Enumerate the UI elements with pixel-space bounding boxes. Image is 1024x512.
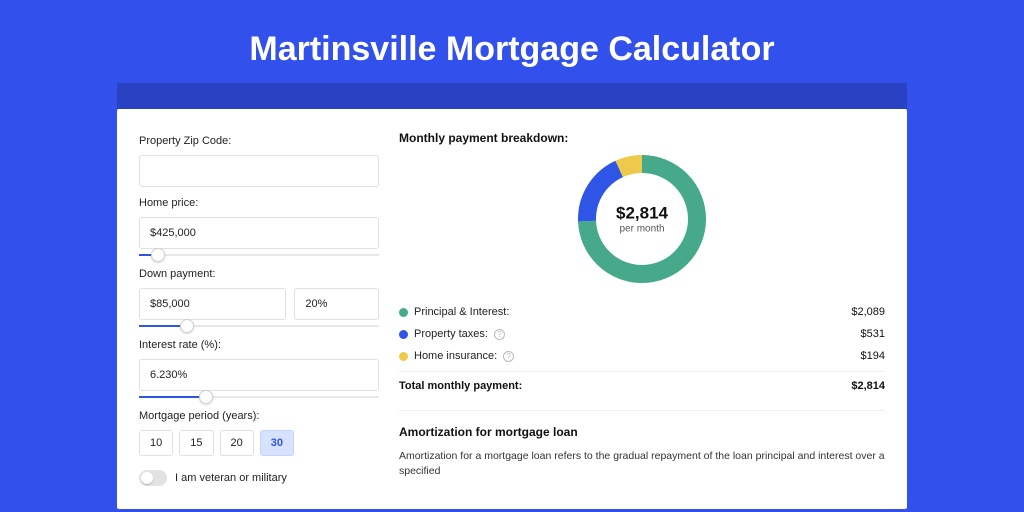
legend-row: Property taxes:? $531 bbox=[399, 323, 885, 345]
mortgage-period-10[interactable]: 10 bbox=[139, 430, 173, 456]
mortgage-period-label: Mortgage period (years): bbox=[139, 410, 379, 422]
home-price-label: Home price: bbox=[139, 197, 379, 209]
interest-rate-label: Interest rate (%): bbox=[139, 339, 379, 351]
info-icon[interactable]: ? bbox=[503, 351, 514, 362]
legend-row: Principal & Interest: $2,089 bbox=[399, 301, 885, 323]
mortgage-period-20[interactable]: 20 bbox=[220, 430, 254, 456]
legend-label: Property taxes: bbox=[414, 328, 488, 340]
legend-label: Principal & Interest: bbox=[414, 306, 509, 318]
home-price-input[interactable] bbox=[139, 217, 379, 249]
legend-dot bbox=[399, 308, 408, 317]
legend-dot bbox=[399, 330, 408, 339]
legend-value: $531 bbox=[861, 328, 885, 340]
donut-sub: per month bbox=[616, 224, 668, 235]
header-bar bbox=[117, 83, 907, 109]
form-panel: Property Zip Code: Home price: Down paym… bbox=[139, 131, 379, 509]
amortization-body: Amortization for a mortgage loan refers … bbox=[399, 449, 885, 478]
breakdown-panel: Monthly payment breakdown: $2,814 per mo… bbox=[399, 131, 885, 509]
donut-chart: $2,814 per month bbox=[578, 155, 706, 283]
legend-value: $194 bbox=[861, 350, 885, 362]
amortization-section: Amortization for mortgage loan Amortizat… bbox=[399, 410, 885, 478]
donut-wrap: $2,814 per month bbox=[399, 155, 885, 283]
veteran-label: I am veteran or military bbox=[175, 472, 287, 484]
down-payment-label: Down payment: bbox=[139, 268, 379, 280]
info-icon[interactable]: ? bbox=[494, 329, 505, 340]
legend: Principal & Interest: $2,089 Property taxe… bbox=[399, 301, 885, 367]
down-payment-amount-input[interactable] bbox=[139, 288, 286, 320]
interest-rate-input[interactable] bbox=[139, 359, 379, 391]
total-row: Total monthly payment: $2,814 bbox=[399, 371, 885, 400]
total-label: Total monthly payment: bbox=[399, 380, 522, 392]
page-root: Martinsville Mortgage Calculator Propert… bbox=[0, 0, 1024, 512]
veteran-row: I am veteran or military bbox=[139, 470, 379, 486]
mortgage-period-15[interactable]: 15 bbox=[179, 430, 213, 456]
breakdown-title: Monthly payment breakdown: bbox=[399, 131, 885, 145]
veteran-toggle[interactable] bbox=[139, 470, 167, 486]
amortization-title: Amortization for mortgage loan bbox=[399, 425, 885, 439]
page-title: Martinsville Mortgage Calculator bbox=[0, 0, 1024, 83]
home-price-slider[interactable] bbox=[139, 248, 379, 262]
mortgage-period-options: 1015 2030 bbox=[139, 430, 379, 456]
legend-dot bbox=[399, 352, 408, 361]
legend-value: $2,089 bbox=[851, 306, 885, 318]
donut-amount: $2,814 bbox=[616, 204, 668, 224]
zip-input[interactable] bbox=[139, 155, 379, 187]
down-payment-percent-input[interactable] bbox=[294, 288, 379, 320]
legend-label: Home insurance: bbox=[414, 350, 497, 362]
total-value: $2,814 bbox=[851, 380, 885, 392]
calculator-card: Property Zip Code: Home price: Down paym… bbox=[117, 109, 907, 509]
mortgage-period-30[interactable]: 30 bbox=[260, 430, 294, 456]
down-payment-slider[interactable] bbox=[139, 319, 379, 333]
toggle-knob bbox=[141, 472, 153, 484]
interest-rate-slider[interactable] bbox=[139, 390, 379, 404]
zip-label: Property Zip Code: bbox=[139, 135, 379, 147]
donut-center: $2,814 per month bbox=[616, 204, 668, 235]
legend-row: Home insurance:? $194 bbox=[399, 345, 885, 367]
